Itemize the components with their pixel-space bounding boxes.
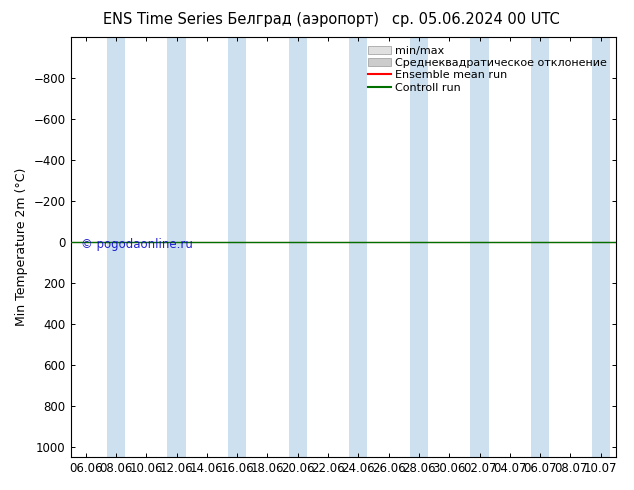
Text: ENS Time Series Белград (аэропорт): ENS Time Series Белград (аэропорт) — [103, 12, 379, 27]
Bar — [470, 37, 489, 457]
Y-axis label: Min Temperature 2m (°C): Min Temperature 2m (°C) — [15, 168, 28, 326]
Bar — [228, 37, 246, 457]
Bar — [410, 37, 428, 457]
Bar — [349, 37, 368, 457]
Bar — [531, 37, 549, 457]
Text: © pogodaonline.ru: © pogodaonline.ru — [81, 239, 193, 251]
Bar — [288, 37, 307, 457]
Legend: min/max, Среднеквадратическое отклонение, Ensemble mean run, Controll run: min/max, Среднеквадратическое отклонение… — [365, 43, 611, 96]
Text: ср. 05.06.2024 00 UTC: ср. 05.06.2024 00 UTC — [392, 12, 559, 27]
Bar — [107, 37, 125, 457]
Bar — [592, 37, 610, 457]
Bar — [167, 37, 186, 457]
